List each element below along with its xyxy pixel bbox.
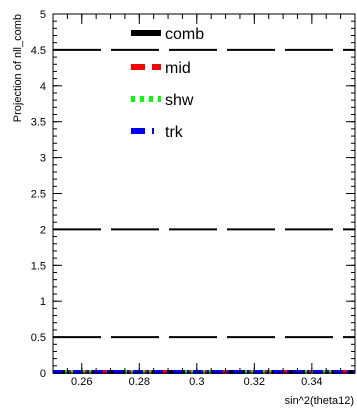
x-axis: 0.26 0.28 0.3 0.32 0.34 xyxy=(52,14,356,388)
x-tick-label: 0.32 xyxy=(244,376,265,388)
y-tick-label: 0.5 xyxy=(31,332,46,344)
y-tick-label: 3 xyxy=(40,153,46,165)
y-tick-label: 4.5 xyxy=(31,45,46,57)
reference-lines xyxy=(53,48,355,339)
legend-label-trk: trk xyxy=(165,124,184,141)
y-axis-title: Projection of nll_comb xyxy=(12,14,24,122)
y-tick-label: 3.5 xyxy=(31,117,46,129)
y-tick-label: 5 xyxy=(40,9,46,21)
x-tick-label: 0.3 xyxy=(189,376,204,388)
y-tick-label: 2.5 xyxy=(31,189,46,201)
x-tick-label: 0.28 xyxy=(129,376,150,388)
y-tick-label: 4 xyxy=(40,81,46,93)
x-axis-title: sin^2(theta12) xyxy=(285,395,354,407)
x-tick-label: 0.26 xyxy=(71,376,92,388)
y-tick-label: 0 xyxy=(40,368,46,380)
legend-label-shw: shw xyxy=(165,92,194,109)
x-tick-label: 0.34 xyxy=(301,376,322,388)
y-tick-label: 1.5 xyxy=(31,260,46,272)
legend-label-comb: comb xyxy=(165,26,204,43)
y-axis: 0 0.5 1 1.5 2 2.5 3 3.5 4 4.5 5 xyxy=(31,9,355,380)
y-tick-label: 1 xyxy=(40,296,46,308)
legend: comb mid shw trk xyxy=(131,26,204,141)
legend-label-mid: mid xyxy=(165,60,191,77)
y-tick-label: 2 xyxy=(40,224,46,236)
